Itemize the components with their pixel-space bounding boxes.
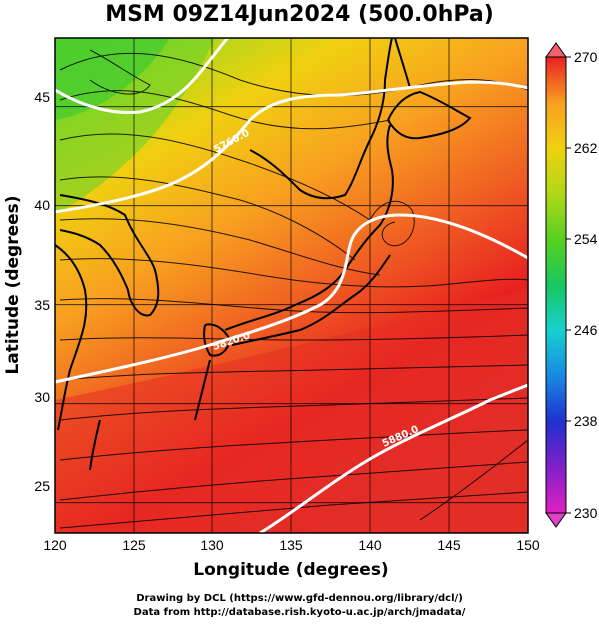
y-tick-label: 30 — [34, 389, 50, 405]
colorbar-label: 246 — [574, 322, 598, 338]
coastlines — [55, 38, 472, 471]
colorbar-bottom-arrow — [545, 512, 567, 528]
x-tick-label: 150 — [516, 537, 540, 553]
china-coastline — [55, 244, 88, 431]
x-tick-label: 135 — [279, 537, 303, 553]
kyushu-coastline — [203, 323, 232, 357]
colorbar: 270 262 254 246 238 230 — [545, 42, 598, 528]
ryukyu-islands — [89, 359, 211, 471]
x-tick-label: 130 — [200, 537, 224, 553]
colorbar-scale — [545, 56, 567, 514]
y-tick-label: 25 — [34, 478, 50, 494]
gridlines — [55, 38, 528, 533]
map-title: MSM 09Z14Jun2024 (500.0hPa) — [105, 2, 494, 27]
asia-mainland-coastline — [249, 38, 393, 200]
x-tick-label: 120 — [43, 537, 67, 553]
warm-region — [55, 290, 528, 533]
cold-core — [55, 38, 170, 120]
plot-frame — [54, 37, 529, 534]
credit-line-drawing: Drawing by DCL (https://www.gfd-dennou.o… — [136, 593, 463, 604]
colorbar-label: 270 — [574, 49, 598, 65]
contour-5880 — [259, 383, 528, 533]
credits: Drawing by DCL (https://www.gfd-dennou.o… — [0, 592, 599, 620]
y-tick-label: 40 — [34, 197, 50, 213]
contour-5760 — [55, 38, 229, 115]
x-tick-label: 140 — [358, 537, 382, 553]
honshu-coastline — [224, 124, 394, 331]
colorbar-label: 254 — [574, 231, 598, 247]
colorbar-label: 238 — [574, 413, 598, 429]
plot-area — [55, 38, 528, 533]
streamlines — [59, 49, 528, 529]
colorbar-label: 262 — [574, 140, 598, 156]
hokkaido-coastline — [387, 90, 472, 140]
x-axis-title: Longitude (degrees) — [193, 560, 388, 580]
y-tick-label: 45 — [34, 89, 50, 105]
x-tick-label: 125 — [122, 537, 146, 553]
colorbar-label: 230 — [574, 505, 598, 521]
height-contours — [55, 38, 528, 533]
y-tick-label: 35 — [34, 297, 50, 313]
contour-5820 — [55, 213, 528, 384]
y-axis-title: Latitude (degrees) — [3, 195, 23, 374]
x-axis: 120 125 130 135 140 145 150 Longitude (d… — [43, 537, 540, 580]
y-axis: 25 30 35 40 45 Latitude (degrees) — [3, 89, 50, 494]
credit-line-data: Data from http://database.rish.kyoto-u.a… — [133, 607, 466, 618]
sakhalin-coastline — [394, 38, 411, 89]
colorbar-top-arrow — [545, 42, 567, 58]
korea-coastline — [59, 194, 160, 317]
contour-5760-lower — [55, 80, 528, 214]
honshu-south-coastline — [231, 254, 391, 346]
x-tick-label: 145 — [437, 537, 461, 553]
